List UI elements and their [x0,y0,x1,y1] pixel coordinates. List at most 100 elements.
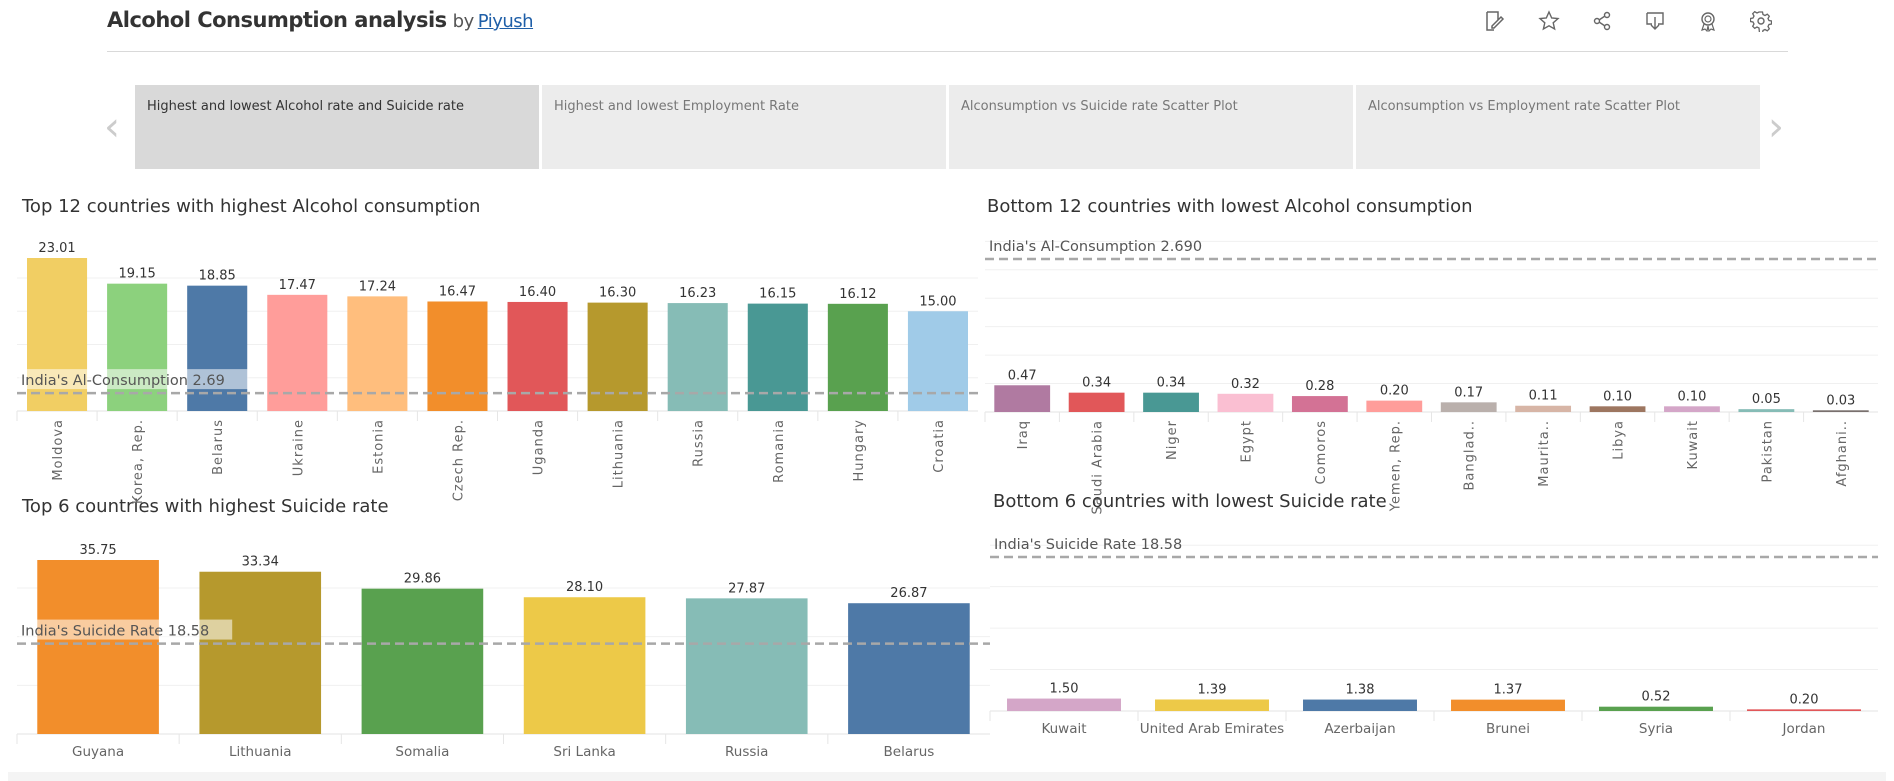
bar-pakistan [1738,409,1795,412]
data-label: 0.17 [1454,385,1483,400]
bar-azerbaijan [1303,699,1417,711]
data-label: 33.34 [242,555,279,570]
data-label: 16.12 [839,287,876,302]
tabs-next-button[interactable]: › [1768,104,1784,150]
bar-maurita- [1515,405,1572,412]
chart-title-bottom-suicide: Bottom 6 countries with lowest Suicide r… [993,491,1387,512]
tab-employment-rate[interactable]: Highest and lowest Employment Rate [542,85,946,169]
bar-uganda [507,301,568,411]
bar-romania [747,303,808,411]
category-label: Yemen, Rep. [1388,420,1403,512]
data-label: 0.03 [1826,393,1855,408]
tab-alcohol-suicide[interactable]: Highest and lowest Alcohol rate and Suic… [135,85,539,169]
bar-russia [667,303,728,411]
category-label: Croatia [932,419,947,473]
category-label: Moldova [51,419,66,481]
category-label: Brunei [1486,721,1530,737]
badge-icon[interactable] [1695,10,1721,36]
bar-ukraine [267,294,328,411]
data-label: 16.47 [439,284,476,299]
data-label: 0.32 [1231,377,1260,392]
author-link[interactable]: Piyush [477,11,534,32]
category-label: Kuwait [1686,420,1701,469]
category-label: United Arab Emirates [1140,721,1284,737]
category-label: Azerbaijan [1324,721,1395,737]
category-label: Lithuania [229,744,292,760]
bar-somalia [361,588,484,734]
bar-banglad- [1440,402,1497,412]
category-label: Saudi Arabia [1091,420,1106,515]
category-label: Banglad.. [1463,420,1478,490]
gear-icon[interactable] [1748,10,1774,36]
tabs-prev-button[interactable]: ‹ [104,104,120,150]
bar-jordan [1747,709,1861,711]
bar-comoros [1291,396,1348,412]
data-label: 16.30 [599,286,636,301]
bar-libya [1589,406,1646,412]
data-label: 1.38 [1346,683,1375,698]
data-label: 16.15 [759,287,796,302]
category-label: Maurita.. [1537,420,1552,487]
data-label: 0.20 [1790,692,1819,707]
bar-niger [1143,392,1199,412]
data-label: 16.23 [679,286,716,301]
bar-guyana [37,560,159,734]
category-label: Libya [1612,420,1627,460]
star-icon[interactable] [1536,10,1562,36]
footer-toolbar [8,772,1886,781]
tab-alcohol-employment-scatter[interactable]: Alconsumption vs Employment rate Scatter… [1356,85,1760,169]
bar-syria [1599,706,1713,711]
reference-label-bg [19,369,249,390]
category-label: Belarus [211,419,226,475]
bar-belarus [187,285,248,411]
data-label: 35.75 [79,543,116,558]
category-label: Romania [772,419,787,483]
bar-belarus [848,603,970,734]
category-label: Egypt [1239,420,1254,463]
bar-chart-1: 0.47 Iraq 0.34 Saudi Arabia 0.34 Niger 0.32 Egy… [984,239,1878,515]
bar-iraq [994,385,1051,412]
data-label: 0.11 [1529,389,1558,404]
category-label: Guyana [72,744,124,760]
edit-icon[interactable] [1482,10,1508,36]
category-label: Russia [692,419,707,467]
data-label: 0.34 [1082,376,1111,391]
bar-sri-lanka [523,597,646,734]
data-label: 15.00 [919,294,956,309]
data-label: 16.40 [519,285,556,300]
category-label: Ukraine [291,419,306,476]
data-label: 19.15 [119,267,156,282]
tab-alcohol-suicide-scatter[interactable]: Alconsumption vs Suicide rate Scatter Pl… [949,85,1353,169]
category-label: Comoros [1314,420,1329,484]
data-label: 27.87 [728,581,765,596]
category-label: Iraq [1016,420,1031,449]
data-label: 29.86 [404,572,441,587]
category-label: Syria [1639,721,1673,737]
category-label: Czech Rep. [451,419,466,501]
title-text: Alcohol Consumption analysis [107,8,447,32]
bar-kuwait [1664,406,1720,412]
reference-line-label: India's Suicide Rate 18.58 [994,537,1182,553]
bar-korea-rep- [107,283,168,411]
bar-egypt [1217,393,1274,412]
data-label: 0.05 [1752,392,1781,407]
data-label: 0.20 [1380,384,1409,399]
category-label: Korea, Rep. [131,419,146,504]
bar-kuwait [1007,698,1121,711]
data-label: 17.47 [279,278,316,293]
category-label: Estonia [371,419,386,474]
data-label: 28.10 [566,580,603,595]
bar-czech-rep- [427,301,488,411]
category-label: Niger [1165,420,1180,460]
bar-croatia [907,311,968,411]
download-icon[interactable] [1642,10,1668,36]
data-label: 0.28 [1305,379,1334,394]
data-label: 1.39 [1198,682,1227,697]
chart-title-top-suicide: Top 6 countries with highest Suicide rat… [22,496,389,517]
bar-chart-2: 35.75 Guyana 33.34 Lithuania 29.86 Somalia 28.… [16,543,990,760]
data-label: 0.10 [1603,389,1632,404]
data-label: 0.10 [1677,389,1706,404]
share-icon[interactable] [1589,10,1615,36]
bar-yemen-rep- [1366,400,1423,412]
